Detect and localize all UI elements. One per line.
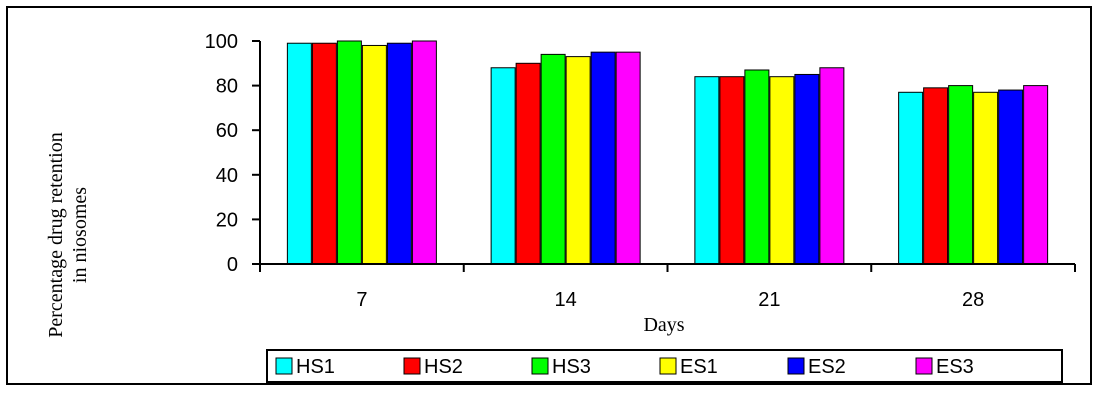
bar-hs2-day-14	[515, 62, 541, 265]
legend-label-hs1: HS1	[296, 356, 335, 378]
legend: HS1 HS2 HS3 ES1 ES2 ES3	[266, 349, 1063, 383]
legend-label-es3: ES3	[936, 356, 974, 378]
x-ticks-group: 7 14 21 28	[259, 264, 1076, 311]
bar-es2-day-7	[386, 42, 412, 265]
y-axis-title-line-2: in niosomes	[69, 187, 91, 283]
legend-label-hs3: HS3	[552, 356, 591, 378]
legend-swatch-hs2	[403, 357, 421, 375]
bar-hs2-day-7	[311, 42, 337, 265]
bar-es1-day-21	[769, 76, 795, 265]
y-axis-title-line-1: Percentage drug retention	[45, 132, 67, 337]
bar-es2-day-14	[590, 51, 616, 265]
legend-swatch-es3	[915, 357, 933, 375]
bar-hs1-day-14	[490, 67, 516, 265]
legend-label-es1: ES1	[680, 356, 718, 378]
x-tick-label: 21	[758, 289, 780, 311]
bar-hs3-day-21	[744, 69, 770, 265]
bar-es1-day-28	[973, 91, 999, 265]
legend-swatch-es2	[787, 357, 805, 375]
y-tick-label: 20	[216, 209, 238, 231]
bar-es1-day-14	[565, 56, 591, 265]
bar-es3-day-28	[1023, 85, 1049, 265]
legend-swatch-es1	[659, 357, 677, 375]
y-tick-label: 0	[227, 254, 238, 276]
legend-swatch-hs3	[531, 357, 549, 375]
y-tick-label: 100	[205, 31, 238, 53]
bar-es2-day-28	[998, 89, 1024, 265]
y-tick-label: 80	[216, 76, 238, 98]
bar-hs3-day-28	[948, 85, 974, 265]
bar-hs2-day-21	[719, 76, 745, 265]
x-tick-label: 14	[555, 289, 577, 311]
bar-es3-day-21	[819, 67, 845, 265]
bar-hs1-day-21	[694, 76, 720, 265]
bar-es1-day-7	[361, 44, 387, 265]
x-axis-title: Days	[643, 314, 684, 336]
bar-hs1-day-28	[898, 91, 924, 265]
y-tick-label: 60	[216, 120, 238, 142]
y-tick-label: 40	[216, 165, 238, 187]
bar-hs3-day-7	[336, 40, 362, 265]
bar-es3-day-7	[411, 40, 437, 265]
bar-es2-day-21	[794, 73, 820, 265]
bars-group	[286, 40, 1049, 265]
bar-hs1-day-7	[286, 42, 312, 265]
bar-hs2-day-28	[923, 87, 949, 265]
legend-label-hs2: HS2	[424, 356, 463, 378]
bar-es3-day-14	[615, 51, 641, 265]
legend-swatch-hs1	[275, 357, 293, 375]
bar-hs3-day-14	[540, 53, 566, 265]
legend-label-es2: ES2	[808, 356, 846, 378]
x-tick-label: 28	[962, 289, 984, 311]
x-tick-label: 7	[356, 289, 367, 311]
y-ticks-group: 0 20 40 60 80 100	[205, 31, 260, 276]
